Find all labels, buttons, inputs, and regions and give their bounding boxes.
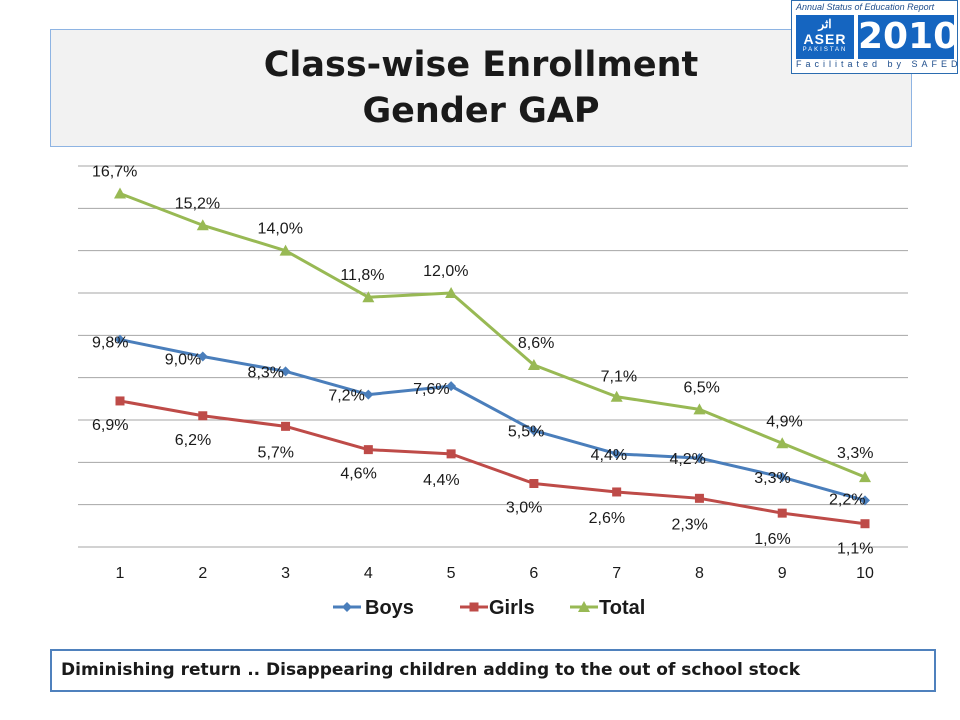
data-point [529,479,539,488]
data-label: 3,3% [754,470,790,487]
data-label: 4,9% [766,413,802,430]
data-label: 8,6% [518,335,554,352]
data-point [362,291,375,303]
logo-aser-block: اثر ASER PAKISTAN [796,15,854,59]
data-point [279,244,292,256]
data-point [860,495,870,506]
data-point [777,508,787,518]
logo-top-text: Annual Status of Education Report [796,2,935,12]
data-point [694,453,705,464]
data-label: 1,6% [754,531,790,548]
data-label: 5,7% [258,444,294,461]
data-point [859,471,871,483]
x-tick-label: 2 [198,565,207,582]
data-point [197,351,208,362]
data-point [860,519,870,529]
x-tick-label: 5 [447,565,456,582]
page-title: Class-wise Enrollment [263,45,699,85]
data-point [612,487,622,497]
logo-facilitated: Facilitated by SAFED [796,59,960,69]
x-tick-label: 9 [778,565,787,582]
data-point [610,390,623,402]
data-point [445,287,458,298]
data-point [611,448,622,459]
data-label: 8,3% [248,364,284,381]
title-box: Class-wise Enrollment Gender GAP [50,29,912,147]
footer-text: Diminishing return .. Disappearing child… [61,660,800,680]
data-point [693,403,706,415]
data-point [446,381,457,392]
data-label: 11,8% [340,267,384,284]
data-point [446,449,456,459]
data-label: 7,2% [328,388,364,405]
data-point [776,437,789,449]
data-point [363,445,373,455]
data-label: 9,0% [165,352,201,369]
data-label: 4,4% [591,447,627,464]
x-tick-label: 10 [856,565,874,582]
data-point [115,334,125,345]
x-tick-label: 6 [529,565,538,582]
x-tick-label: 1 [116,565,125,582]
logo-year: 2010 [858,15,959,59]
x-tick-label: 7 [612,565,621,582]
logo-name: ASER [803,31,847,47]
data-label: 14,0% [258,221,303,238]
legend-label: Girls [489,597,535,619]
data-label: 6,5% [683,379,719,396]
legend-marker [469,602,479,612]
data-label: 2,3% [671,516,707,533]
data-point [777,472,788,483]
data-label: 3,0% [506,500,542,517]
data-label: 5,5% [508,424,544,441]
legend-marker [342,602,352,612]
legend-label: Total [599,597,645,619]
data-label: 4,6% [340,466,376,483]
data-point [280,366,291,377]
data-label: 2,2% [829,491,865,508]
data-label: 4,4% [423,472,459,489]
data-point [363,389,374,400]
series-line-girls [119,399,866,526]
logo-country: PAKISTAN [802,47,848,53]
series-line-boys [119,338,866,502]
data-label: 1,1% [837,541,873,558]
logo-arabic: اثر [818,17,832,31]
data-label: 6,2% [175,432,211,449]
x-tick-label: 8 [695,565,704,582]
legend-marker [578,601,590,612]
page-subtitle: Gender GAP [362,91,600,131]
data-label: 15,2% [175,195,220,212]
data-label: 4,2% [669,451,705,468]
data-label: 7,6% [413,381,449,398]
footer-box: Diminishing return .. Disappearing child… [50,649,936,692]
data-label: 6,9% [92,417,128,434]
series-line-total [119,192,866,479]
data-label: 9,8% [92,335,128,352]
legend-label: Boys [365,597,414,619]
x-tick-label: 4 [364,565,373,582]
data-label: 7,1% [601,369,637,386]
data-point [528,425,539,436]
data-point [694,493,704,503]
data-label: 2,6% [589,510,625,527]
line-chart: 1 2 3 4 5 6 7 8 9 10 9,8% 9,0% 8,3% 7,2% 7,6% 5,5% 4,4% 4… [78,164,908,619]
data-point [198,411,208,421]
data-label: 16,7% [92,164,137,181]
data-point [115,396,125,406]
data-point [527,358,540,370]
x-tick-label: 3 [281,565,290,582]
data-point [196,219,209,231]
data-label: 12,0% [423,263,468,280]
data-point [114,187,126,199]
aser-logo: Annual Status of Education Report اثر AS… [791,0,958,74]
data-point [281,421,291,431]
data-label: 3,3% [837,445,873,462]
